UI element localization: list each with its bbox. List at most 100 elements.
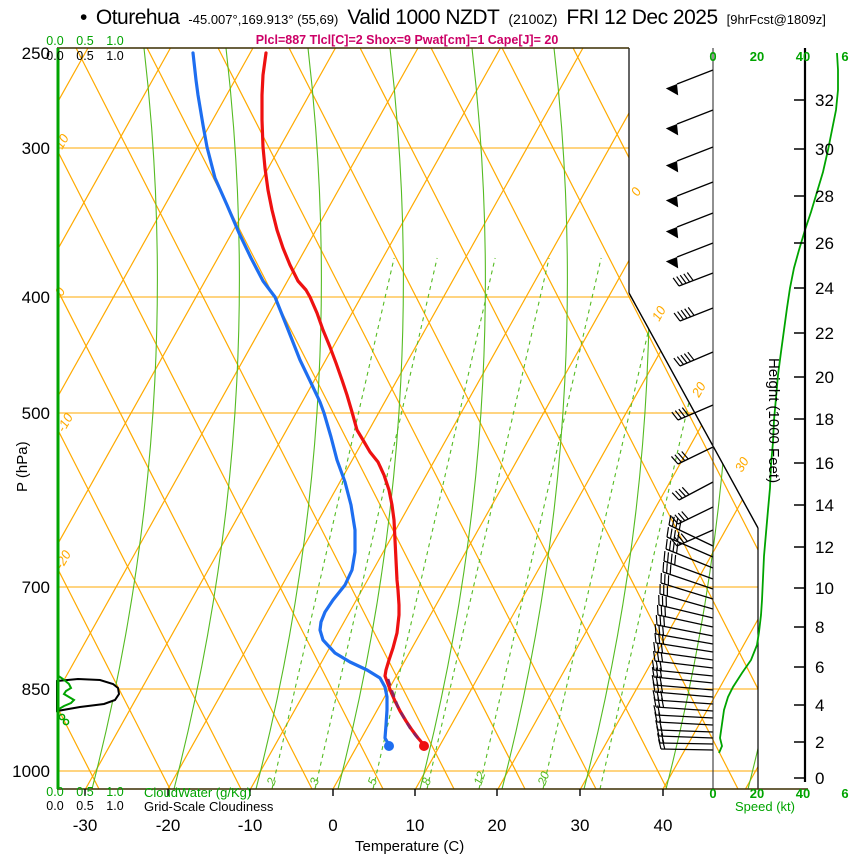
wind-barb-shaft [655,706,714,712]
dry-adiabat-line [217,48,597,789]
isotherm-line [0,48,5,789]
wind-barb-feather [657,697,661,708]
cloudiness-scale-top: 0.0 0.5 1.0 [46,49,124,63]
wind-barb-feather [659,615,662,626]
pressure-tick-label: 250 [22,44,50,63]
mixing-ratio-line [542,257,666,789]
dry-adiabat-line [146,48,526,789]
wind-barb-feather [673,530,677,541]
wind-barb-pennant-icon [665,257,679,269]
isotherm-value-label: 20 [688,379,709,401]
wind-barb-feather [656,726,660,737]
wind-barb [651,667,714,684]
mixing-ratio-line [372,257,496,789]
wind-barb [652,651,714,669]
wind-barb-shaft [677,506,714,525]
wind-barb [656,726,714,739]
wind-barb-feather [672,277,680,287]
zulu-time: (2100Z) [508,11,558,27]
wind-barb-feather [655,667,659,678]
parcel-path-curve [386,678,422,742]
wind-barb-feather [668,540,672,551]
surface-temperature-dot [419,741,429,751]
wind-barb-feather [671,516,675,527]
wind-barb-shaft [658,604,714,619]
wind-barb-feather [661,697,665,708]
wind-barb-feather [663,550,666,562]
speed-tick-label: 40 [796,49,810,64]
wind-barb [653,642,714,661]
moist-adiabat-line [583,48,650,789]
dry-adiabat-line [430,48,758,789]
mixing-ratio-line [426,257,550,789]
cloudwater-scale-bottom: 0.0 0.5 1.0 CloudWater (g/Kg) [46,785,252,800]
wind-barb-feather [666,552,670,563]
speed-tick-label: 6 [841,786,848,801]
wind-barb-shaft [654,651,714,661]
pressure-tick-label: 500 [22,404,50,423]
wind-barb-feather [670,456,679,465]
wind-barb-feather [684,308,692,318]
pressure-tick-label: 850 [22,680,50,699]
chart-title: • Oturehua -45.007°,169.913° (55,69) Val… [80,6,826,30]
speed-tick-label: 20 [750,786,764,801]
height-tick-label: 0 [815,769,824,788]
moist-adiabat-line [91,48,158,789]
temp-tick-label: 30 [571,816,590,835]
wind-barb [660,572,714,600]
station-name: Oturehua [95,6,180,29]
wind-barb [665,212,714,239]
wind-barb-feather [653,642,656,653]
wind-barb [665,539,714,569]
height-tick-label: 28 [815,187,834,206]
wind-barb-feather [651,667,655,678]
wind-barb-shaft [676,242,714,258]
wind-barb [671,481,714,501]
moist-adiabat-line [337,48,404,789]
mixing-ratio-line [599,257,723,789]
wind-barb [654,632,714,653]
wind-barb-feather [680,309,688,319]
isotherm-value-label: -20 [52,547,75,571]
wind-barb [658,739,714,751]
cloudwater-axis-label: CloudWater (g/Kg) [144,785,252,800]
moist-adiabat-line [501,48,568,789]
mixing-ratio-value-label: 20 [534,769,552,788]
dry-adiabat-line [57,48,384,789]
isotherm-line [57,48,254,789]
mixing-ratio-line [271,257,395,789]
wind-barb-feather [658,624,661,635]
wind-barb-feather [658,712,662,723]
wind-barb-feather [678,519,682,531]
height-tick-label: 32 [815,91,834,110]
dry-adiabat-line [57,48,313,789]
cloudwater-profile-curve [56,674,76,713]
wind-barb-shaft [659,593,714,610]
speed-tick-label: 0 [709,786,716,801]
wind-barb [662,561,714,590]
isotherm-value-label: 30 [732,454,753,475]
isotherm-value-label: 10 [649,303,670,324]
isotherm-line [57,48,419,789]
wind-barb [665,242,714,269]
isotherm-value-label: 0 [628,184,645,198]
forecast-tag: [9hrFcst@1809z] [726,12,826,27]
cloudiness-axis-label: Grid-Scale Cloudiness [144,799,274,814]
wind-barb [654,712,714,726]
wind-barb-shaft [677,446,714,465]
station-coords: -45.007°,169.913° (55,69) [188,12,339,27]
wind-barb [668,515,714,547]
wind-barb [657,733,714,745]
isotherm-value-label: 0 [52,284,69,298]
height-tick-label: 16 [815,454,834,473]
dry-adiabat-line [572,48,758,789]
cloudwater-profile-curve [62,718,70,726]
valid-date: FRI 12 Dec 2025 [566,6,718,29]
wind-barb-feather [687,307,695,316]
moist-adiabat-line [419,48,486,789]
wind-barb-shaft [676,146,714,162]
wind-barb-feather [681,407,689,416]
wind-barb-feather [675,543,679,554]
mixing-ratio-value-label: 8 [419,776,435,787]
wind-barb [656,604,714,628]
